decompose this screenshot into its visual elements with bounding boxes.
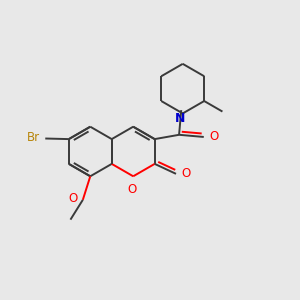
Text: Br: Br	[27, 131, 40, 144]
Text: O: O	[182, 167, 190, 180]
Text: N: N	[175, 112, 185, 124]
Text: O: O	[127, 183, 136, 196]
Text: O: O	[209, 130, 218, 143]
Text: O: O	[68, 192, 77, 206]
